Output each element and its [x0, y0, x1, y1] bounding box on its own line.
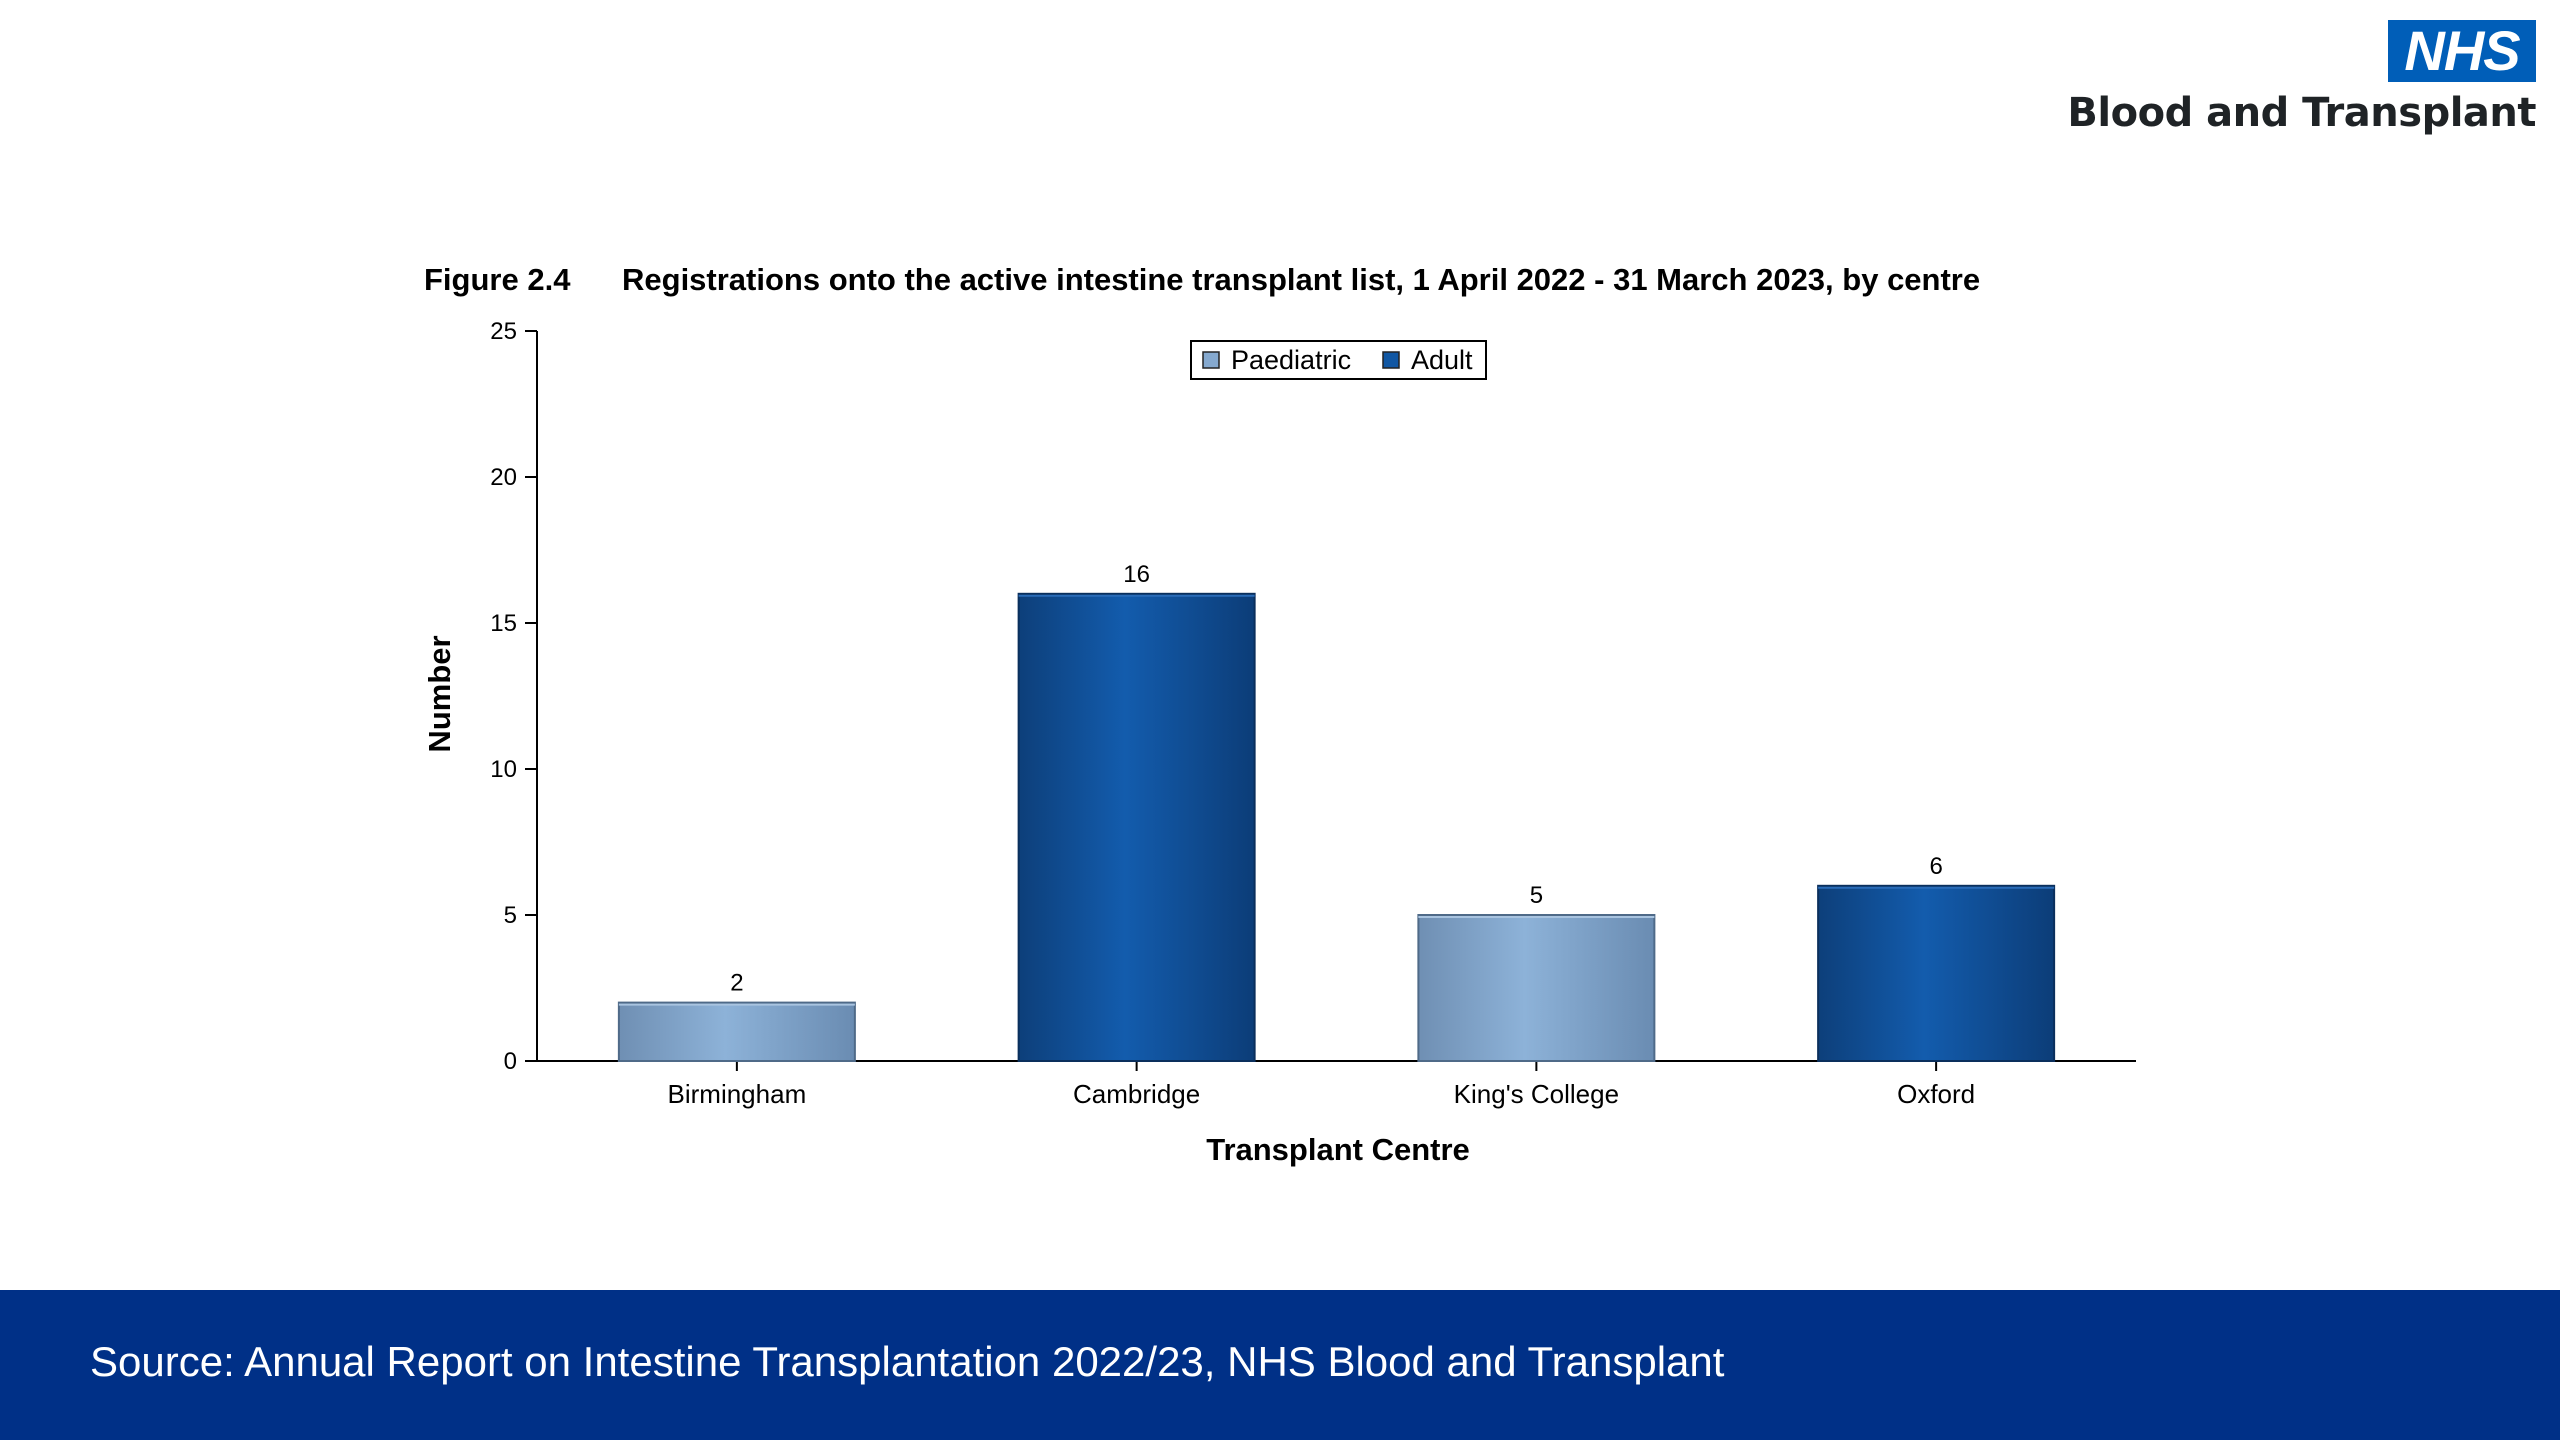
data-label: 2 — [730, 970, 743, 997]
data-label: 6 — [1929, 853, 1942, 880]
figure-heading: Figure 2.4 Registrations onto the active … — [424, 262, 1980, 298]
y-tick-label: 25 — [490, 318, 517, 345]
nhs-logo-box: NHS — [2388, 20, 2536, 82]
x-axis: Birmingham Cambridge King's College Oxford — [537, 1060, 2136, 1109]
bar-oxford — [1817, 884, 2056, 1062]
y-tick-label: 5 — [504, 902, 517, 929]
source-footer: Source: Annual Report on Intestine Trans… — [0, 1290, 2560, 1440]
y-axis-title: Number — [422, 635, 457, 752]
legend: Paediatric Adult — [1190, 340, 1487, 380]
x-axis-title: Transplant Centre — [1206, 1132, 1470, 1167]
figure-title: Registrations onto the active intestine … — [622, 262, 1981, 297]
data-label: 16 — [1123, 561, 1150, 588]
bars: 2 16 5 6 — [617, 561, 2056, 1062]
bar-king-s-college — [1417, 914, 1656, 1062]
source-text: Source: Annual Report on Intestine Trans… — [90, 1338, 1725, 1385]
bar-birmingham — [617, 1001, 856, 1062]
figure-number: Figure 2.4 — [424, 262, 571, 297]
nhsbt-logo: NHS Blood and Transplant — [2067, 20, 2536, 145]
y-tick-label: 0 — [504, 1048, 517, 1075]
y-tick-label: 20 — [490, 464, 517, 491]
y-tick-label: 15 — [490, 610, 517, 637]
x-tick-label: Birmingham — [668, 1079, 807, 1109]
legend-label-paediatric: Paediatric — [1231, 345, 1351, 375]
legend-label-adult: Adult — [1411, 345, 1473, 375]
logo-subtitle: Blood and Transplant — [2067, 90, 2536, 136]
bar-cambridge — [1017, 592, 1256, 1062]
y-tick-label: 10 — [490, 756, 517, 783]
x-tick-label: Oxford — [1897, 1079, 1975, 1109]
legend-box — [1190, 340, 1487, 380]
legend-swatch-adult — [1382, 351, 1400, 369]
legend-swatch-paediatric — [1202, 351, 1220, 369]
x-tick-label: Cambridge — [1073, 1079, 1200, 1109]
x-tick-label: King's College — [1454, 1079, 1619, 1109]
data-label: 5 — [1530, 882, 1543, 909]
y-axis: 0 5 10 15 20 25 — [490, 318, 538, 1075]
